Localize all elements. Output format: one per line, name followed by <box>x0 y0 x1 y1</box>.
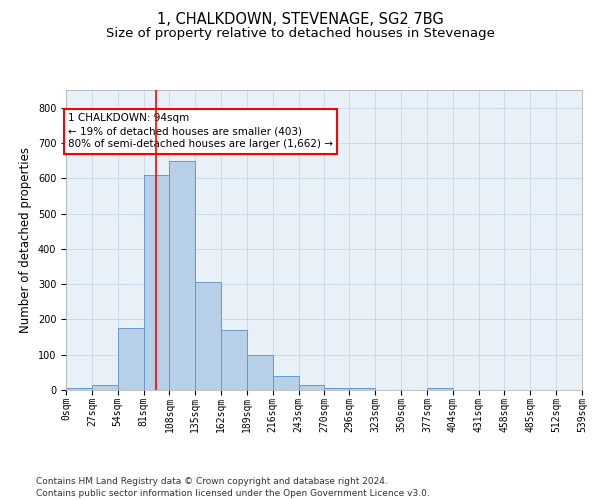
Text: Contains HM Land Registry data © Crown copyright and database right 2024.
Contai: Contains HM Land Registry data © Crown c… <box>36 476 430 498</box>
Bar <box>195 282 221 390</box>
Bar <box>92 384 118 390</box>
Bar <box>143 174 169 390</box>
Text: 1 CHALKDOWN: 94sqm
← 19% of detached houses are smaller (403)
80% of semi-detach: 1 CHALKDOWN: 94sqm ← 19% of detached hou… <box>68 113 333 150</box>
Bar <box>118 328 143 390</box>
Bar <box>299 384 325 390</box>
Bar <box>427 388 453 390</box>
Bar <box>169 160 195 390</box>
Bar <box>273 376 299 390</box>
Bar <box>247 354 273 390</box>
Text: Size of property relative to detached houses in Stevenage: Size of property relative to detached ho… <box>106 28 494 40</box>
Bar <box>349 388 375 390</box>
Bar <box>325 388 350 390</box>
Bar <box>66 388 92 390</box>
Bar <box>221 330 247 390</box>
Y-axis label: Number of detached properties: Number of detached properties <box>19 147 32 333</box>
Text: 1, CHALKDOWN, STEVENAGE, SG2 7BG: 1, CHALKDOWN, STEVENAGE, SG2 7BG <box>157 12 443 28</box>
